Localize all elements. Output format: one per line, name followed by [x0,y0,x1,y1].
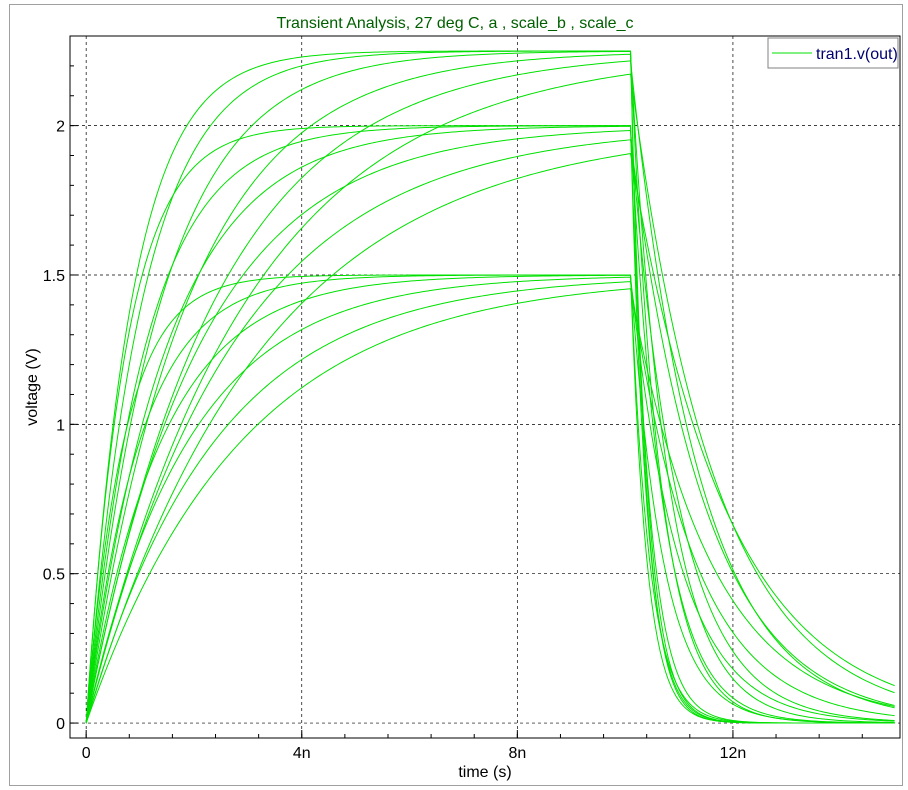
y-tick-label: 0 [56,716,65,733]
plot-area: 0 4n 8n 12n 0 0.5 1 1.5 2 [43,35,901,762]
x-tick-label: 0 [82,745,91,762]
x-axis-label: time (s) [458,764,511,781]
series-line-18 [85,288,895,724]
series-line-9 [85,125,895,724]
y-tick-label: 0.5 [43,567,65,584]
x-tick-label: 8n [508,745,526,762]
y-tick-label: 1.5 [43,268,65,285]
axis-ticks: 0 4n 8n 12n 0 0.5 1 1.5 2 [43,35,863,762]
series-line-17 [85,281,895,724]
y-axis-label: voltage (V) [24,348,41,425]
x-tick-label: 4n [293,745,311,762]
series-line-11 [85,139,895,724]
series-line-12 [85,153,895,724]
series-lines [85,50,895,724]
chart-title: Transient Analysis, 27 deg C, a , scale_… [277,15,634,32]
series-line-4 [85,53,895,724]
series-line-14 [85,274,895,724]
y-tick-label: 2 [56,119,65,136]
legend-label: tran1.v(out) [816,46,898,63]
x-tick-label: 12n [720,745,747,762]
series-line-6 [85,73,895,724]
series-line-16 [85,276,895,724]
legend[interactable]: tran1.v(out) [767,37,899,69]
series-line-10 [85,129,895,724]
series-line-15 [85,274,895,724]
plot-background [69,35,901,739]
y-tick-label: 1 [56,417,65,434]
